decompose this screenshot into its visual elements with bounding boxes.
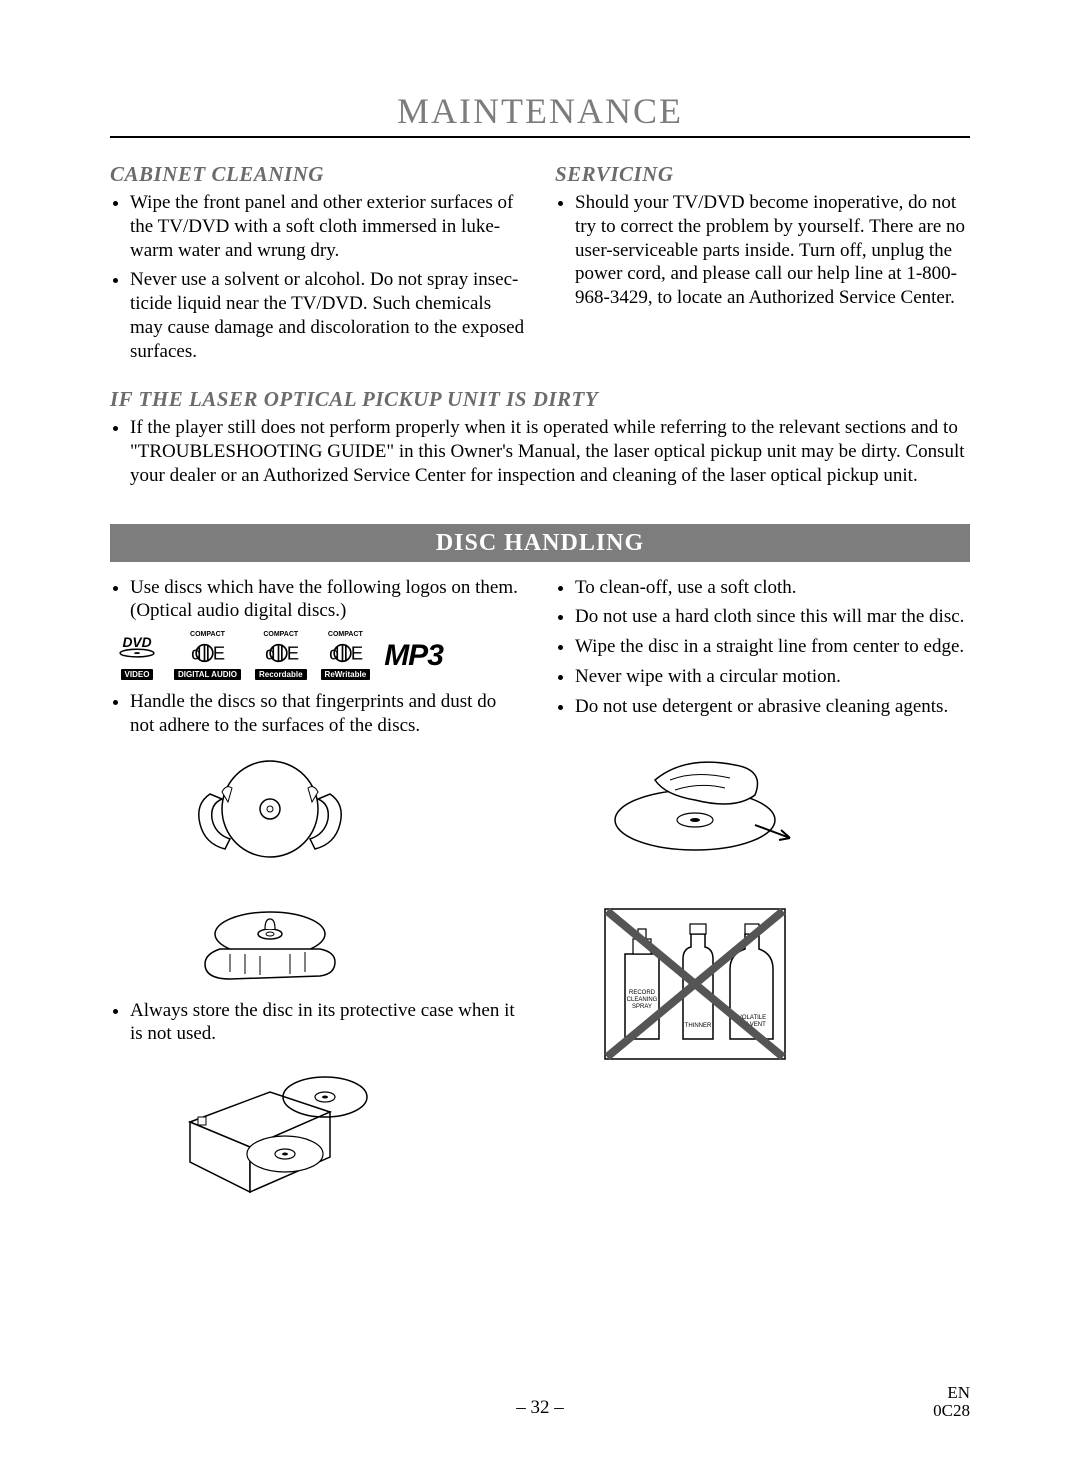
- servicing-col: SERVICING Should your TV/DVD become inop…: [555, 154, 970, 369]
- mp3-logo: MP3: [384, 639, 443, 673]
- servicing-list: Should your TV/DVD become inoperative, d…: [555, 191, 970, 310]
- disc-left-list-2: Handle the discs so that fingerprints an…: [110, 690, 525, 738]
- list-item: To clean-off, use a soft cloth.: [575, 576, 970, 600]
- svg-text:E: E: [287, 643, 299, 664]
- title-rule: [110, 136, 970, 138]
- spray-label: RECORD: [629, 990, 656, 996]
- compact-label: COMPACT: [263, 631, 298, 638]
- laser-section: IF THE LASER OPTICAL PICKUP UNIT IS DIRT…: [110, 387, 970, 487]
- laser-list: If the player still does not perform pro…: [110, 416, 970, 487]
- disc-case-illustration: [170, 1062, 390, 1212]
- no-solvents-illustration: RECORD CLEANING SPRAY THINNER VOLATILE S…: [595, 899, 795, 1069]
- list-item: Wipe the front panel and other exterior …: [130, 191, 525, 262]
- thinner-label: THINNER: [685, 1023, 712, 1029]
- cd-recordable-logo: COMPACT d E Recordable: [255, 631, 307, 680]
- disc-right-list: To clean-off, use a soft cloth. Do not u…: [555, 576, 970, 719]
- list-item: Always store the disc in its protective …: [130, 999, 525, 1047]
- list-item: If the player still does not perform pro…: [130, 416, 970, 487]
- list-item: Use discs which have the following logos…: [130, 576, 525, 624]
- cd-rw-label: ReWritable: [321, 669, 371, 680]
- maintenance-columns: CABINET CLEANING Wipe the front panel an…: [110, 154, 970, 369]
- page-title: MAINTENANCE: [110, 90, 970, 132]
- disc-handling-bar: DISC HANDLING: [110, 524, 970, 562]
- disc-right-col: To clean-off, use a soft cloth. Do not u…: [555, 576, 970, 1228]
- cabinet-cleaning-col: CABINET CLEANING Wipe the front panel an…: [110, 154, 525, 369]
- cd-icon: d E: [259, 638, 303, 668]
- list-item: Should your TV/DVD become inoperative, d…: [575, 191, 970, 310]
- hands-holding-disc-illustration: [170, 754, 370, 984]
- cd-r-label: Recordable: [255, 669, 307, 680]
- svg-text:DVD: DVD: [122, 634, 151, 649]
- manual-page: MAINTENANCE CABINET CLEANING Wipe the fr…: [0, 0, 1080, 1287]
- svg-text:E: E: [351, 643, 363, 664]
- cabinet-list: Wipe the front panel and other exterior …: [110, 191, 525, 363]
- disc-columns: Use discs which have the following logos…: [110, 576, 970, 1228]
- dvd-icon: DVD: [114, 632, 160, 668]
- list-item: Handle the discs so that fingerprints an…: [130, 690, 525, 738]
- list-item: Do not use detergent or abrasive cleanin…: [575, 695, 970, 719]
- dvd-video-logo: DVD VIDEO: [114, 632, 160, 680]
- cd-da-label: DIGITAL AUDIO: [174, 669, 241, 680]
- svg-text:CLEANING: CLEANING: [627, 997, 658, 1003]
- doc-code: 0C28: [933, 1402, 970, 1421]
- servicing-heading: SERVICING: [555, 162, 970, 187]
- disc-left-list-1: Use discs which have the following logos…: [110, 576, 525, 624]
- svg-text:SPRAY: SPRAY: [632, 1004, 652, 1010]
- laser-heading: IF THE LASER OPTICAL PICKUP UNIT IS DIRT…: [110, 387, 970, 412]
- cd-rewritable-logo: COMPACT d E ReWritable: [321, 631, 371, 680]
- list-item: Wipe the disc in a straight line from ce…: [575, 635, 970, 659]
- cd-digital-audio-logo: COMPACT d E DIGITAL AUDIO: [174, 631, 241, 680]
- footer-codes: EN 0C28: [933, 1384, 970, 1421]
- dvd-video-label: VIDEO: [121, 669, 154, 680]
- compact-label: COMPACT: [190, 631, 225, 638]
- cabinet-heading: CABINET CLEANING: [110, 162, 525, 187]
- list-item: Do not use a hard cloth since this will …: [575, 605, 970, 629]
- cd-icon: d E: [185, 638, 229, 668]
- list-item: Never wipe with a circular motion.: [575, 665, 970, 689]
- svg-text:E: E: [213, 643, 225, 664]
- cd-icon: d E: [323, 638, 367, 668]
- page-number: – 32 –: [0, 1397, 1080, 1419]
- lang-code: EN: [933, 1384, 970, 1403]
- compact-label: COMPACT: [328, 631, 363, 638]
- disc-left-col: Use discs which have the following logos…: [110, 576, 525, 1228]
- wipe-disc-illustration: [595, 740, 805, 870]
- list-item: Never use a solvent or alcohol. Do not s…: [130, 268, 525, 363]
- disc-logos-row: DVD VIDEO COMPACT d E: [114, 631, 525, 680]
- disc-left-list-3: Always store the disc in its protective …: [110, 999, 525, 1047]
